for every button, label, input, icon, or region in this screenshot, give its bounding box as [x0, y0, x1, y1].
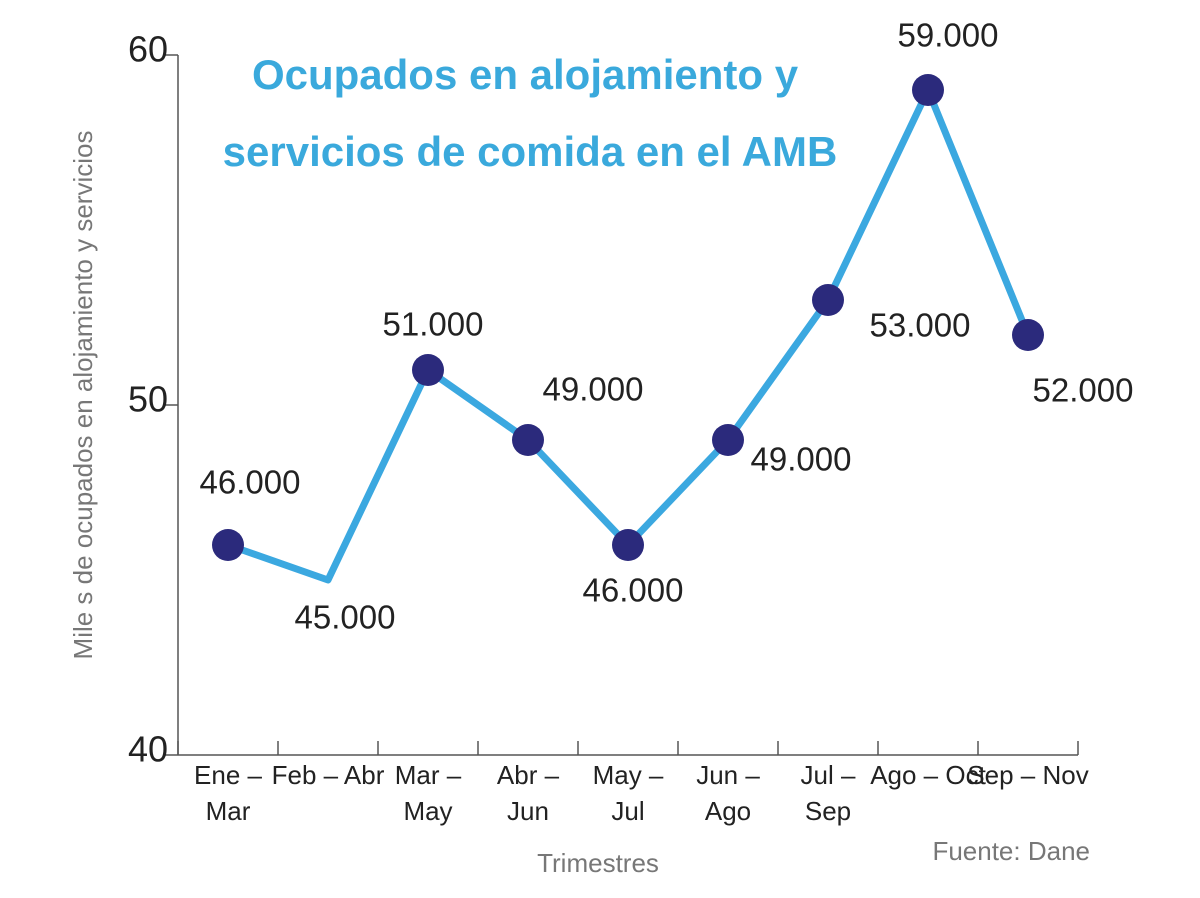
y-tick-label: 50 [128, 379, 168, 420]
x-tick-label: May – [593, 760, 664, 790]
x-tick-label: Mar [206, 796, 251, 826]
x-tick-label: Abr – [497, 760, 560, 790]
marker [412, 354, 444, 386]
marker [912, 74, 944, 106]
marker [612, 529, 644, 561]
x-tick-label: Ago – Oct [870, 760, 986, 790]
x-tick-label: Jul [611, 796, 644, 826]
marker [712, 424, 744, 456]
x-tick-label: Mar – [395, 760, 462, 790]
x-tick-label: Jul – [801, 760, 856, 790]
data-label: 49.000 [751, 441, 852, 478]
chart-title: servicios de comida en el AMB [223, 128, 838, 175]
data-label: 52.000 [1033, 372, 1134, 409]
source: Fuente: Dane [932, 836, 1090, 866]
marker [1012, 319, 1044, 351]
data-label: 46.000 [200, 464, 301, 501]
x-axis-label: Trimestres [537, 848, 659, 878]
x-tick-label: Feb – Abr [272, 760, 385, 790]
data-label: 53.000 [870, 307, 971, 344]
x-tick-label: Sep [805, 796, 851, 826]
data-label: 46.000 [583, 572, 684, 609]
data-label: 45.000 [295, 599, 396, 636]
y-tick-label: 40 [128, 729, 168, 770]
data-label: 51.000 [383, 306, 484, 343]
x-tick-label: Jun [507, 796, 549, 826]
y-tick-label: 60 [128, 29, 168, 70]
marker [812, 284, 844, 316]
y-axis-label: Mile s de ocupados en alojamiento y serv… [68, 131, 98, 660]
x-tick-label: Ago [705, 796, 751, 826]
x-tick-label: Sep – Nov [967, 760, 1088, 790]
x-tick-label: Ene – [194, 760, 262, 790]
data-label: 49.000 [543, 371, 644, 408]
marker [512, 424, 544, 456]
data-label: 59.000 [898, 17, 999, 54]
x-tick-label: Jun – [696, 760, 760, 790]
chart-title: Ocupados en alojamiento y [252, 51, 799, 98]
marker [212, 529, 244, 561]
x-tick-label: May [403, 796, 452, 826]
